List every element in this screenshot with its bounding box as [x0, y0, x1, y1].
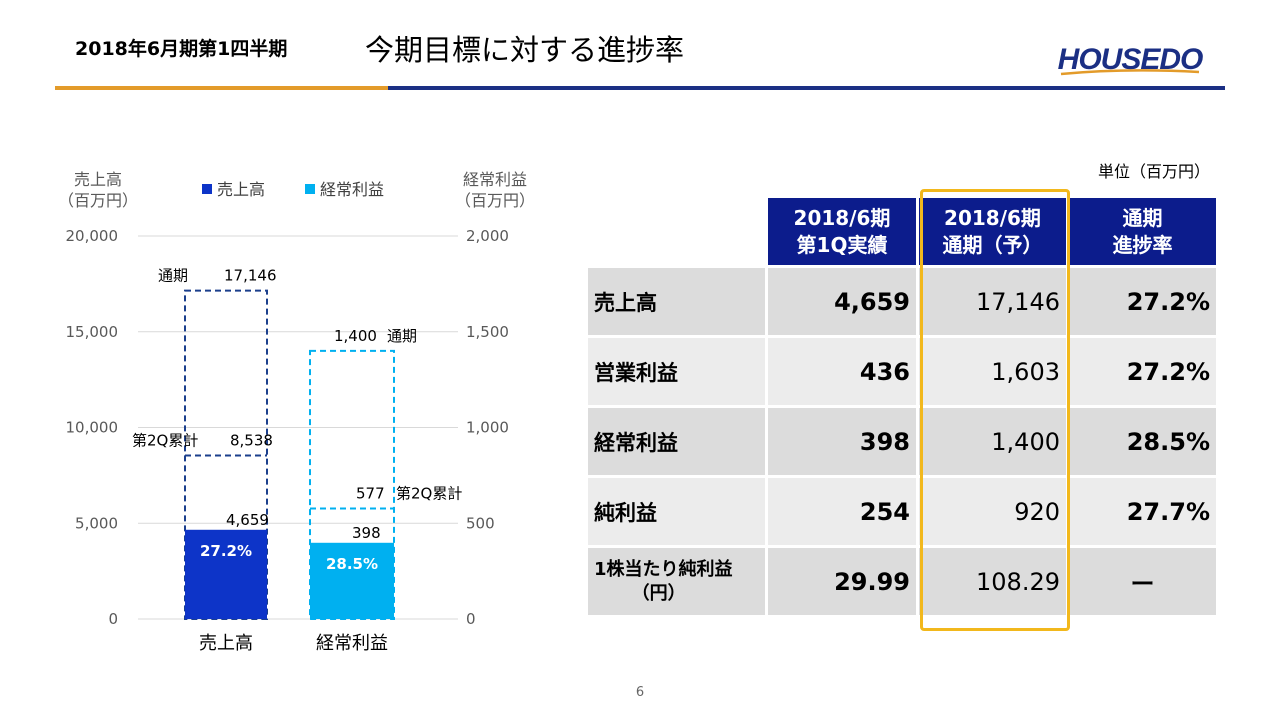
right-tick-label: 0	[466, 610, 476, 628]
table-row: 経常利益 398 1,400 28.5%	[588, 408, 1216, 475]
right-tick-label: 1,500	[466, 323, 509, 341]
cell-q1: 4,659	[768, 268, 916, 335]
forecast-highlight-frame	[920, 189, 1070, 631]
legend-label-profit: 経常利益	[320, 180, 384, 199]
cell-forecast: 920	[919, 478, 1066, 545]
table-corner-cell	[588, 198, 765, 265]
sales-q2-tag: 第2Q累計	[132, 431, 198, 449]
progress-label: 28.5%	[326, 555, 378, 573]
left-tick-label: 0	[108, 610, 118, 628]
header-rule-navy	[388, 86, 1225, 90]
cell-q1: 436	[768, 338, 916, 405]
row-label: 経常利益	[588, 408, 765, 475]
actual-bar	[185, 529, 267, 619]
profit-full-year-tag: 通期	[387, 327, 417, 345]
col-header-forecast: 2018/6期 通期（予）	[919, 198, 1066, 265]
table-row: 1株当たり純利益 （円） 29.99 108.29 ー	[588, 548, 1216, 615]
category-label: 売上高	[199, 633, 253, 654]
col-header-progress: 通期 進捗率	[1069, 198, 1216, 265]
sales-q2-value: 8,538	[230, 431, 273, 449]
row-label: 純利益	[588, 478, 765, 545]
cell-q1: 254	[768, 478, 916, 545]
left-tick-label: 15,000	[66, 323, 119, 341]
legend-swatch-sales	[202, 184, 212, 194]
table-row: 売上高 4,659 17,146 27.2%	[588, 268, 1216, 335]
housedo-logo: HOUSEDO	[1055, 38, 1205, 78]
cell-q1: 29.99	[768, 548, 916, 615]
page-title: 今期目標に対する進捗率	[365, 33, 685, 67]
period-heading: 2018年6月期第1四半期	[75, 38, 288, 60]
sales-full-year-value: 17,146	[224, 267, 277, 285]
category-label: 経常利益	[316, 633, 388, 654]
left-tick-label: 5,000	[75, 514, 118, 532]
left-tick-label: 20,000	[66, 227, 119, 245]
sales-actual-value: 4,659	[226, 511, 269, 529]
cell-forecast: 1,603	[919, 338, 1066, 405]
profit-q2-tag: 第2Q累計	[396, 485, 462, 503]
table-row: 営業利益 436 1,603 27.2%	[588, 338, 1216, 405]
row-label: 営業利益	[588, 338, 765, 405]
row-label: 売上高	[588, 268, 765, 335]
unit-note: 単位（百万円）	[1098, 162, 1211, 181]
cell-progress: ー	[1069, 548, 1216, 615]
header-rule-gold	[55, 86, 388, 90]
right-axis-unit: （百万円）	[455, 191, 535, 210]
profit-actual-value: 398	[352, 524, 381, 542]
progress-chart: 0 5,000 10,000 15,000 20,000 0 500 1,000 1,500 2,…	[58, 170, 535, 654]
cell-forecast: 17,146	[919, 268, 1066, 335]
table-header-row: 2018/6期 第1Q実績 2018/6期 通期（予） 通期 進捗率	[588, 198, 1216, 265]
progress-label: 27.2%	[200, 542, 252, 560]
profit-full-year-value: 1,400	[334, 327, 377, 345]
table-row: 純利益 254 920 27.7%	[588, 478, 1216, 545]
legend-label-sales: 売上高	[217, 180, 265, 199]
page-number: 6	[635, 685, 645, 700]
right-axis-title: 経常利益	[463, 170, 527, 189]
sales-full-year-tag: 通期	[158, 267, 188, 285]
left-axis-title: 売上高	[74, 170, 122, 189]
profit-q2-value: 577	[356, 485, 385, 503]
cell-progress: 28.5%	[1069, 408, 1216, 475]
right-tick-label: 2,000	[466, 227, 509, 245]
cell-progress: 27.7%	[1069, 478, 1216, 545]
cell-progress: 27.2%	[1069, 268, 1216, 335]
row-label: 1株当たり純利益 （円）	[588, 548, 765, 615]
actual-bar	[310, 542, 394, 619]
cell-forecast: 1,400	[919, 408, 1066, 475]
cell-progress: 27.2%	[1069, 338, 1216, 405]
legend-swatch-profit	[305, 184, 315, 194]
cell-q1: 398	[768, 408, 916, 475]
right-tick-label: 1,000	[466, 419, 509, 437]
progress-table: 2018/6期 第1Q実績 2018/6期 通期（予） 通期 進捗率 売上高 4,65…	[585, 195, 1219, 618]
col-header-q1: 2018/6期 第1Q実績	[768, 198, 916, 265]
left-tick-label: 10,000	[66, 419, 119, 437]
cell-forecast: 108.29	[919, 548, 1066, 615]
right-tick-label: 500	[466, 514, 495, 532]
left-axis-unit: （百万円）	[58, 191, 138, 210]
